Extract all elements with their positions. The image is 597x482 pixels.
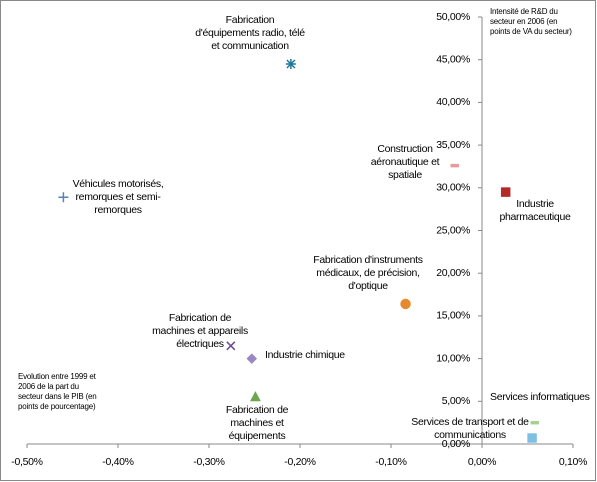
marker [450, 163, 459, 168]
y-tick-label: 45,00% [436, 53, 470, 65]
marker [500, 187, 511, 197]
point-label: Fabrication d'équipements radio, télé et… [195, 14, 305, 52]
x-tick-label: -0,20% [284, 456, 315, 468]
y-tick-label: 30,00% [436, 182, 470, 194]
point-label: Fabrication d'instruments médicaux, de p… [313, 254, 423, 292]
marker [246, 353, 258, 364]
point-label: Industrie chimique [265, 349, 345, 361]
marker [400, 298, 411, 310]
y-axis-label: Intensité de R&D du secteur en 2006 (en … [490, 7, 572, 36]
marker [285, 58, 296, 69]
y-tick-label: 10,00% [436, 352, 470, 364]
x-tick-label: -0,10% [375, 456, 406, 468]
marker [58, 192, 69, 203]
point-label: Services informatiques [490, 391, 590, 403]
x-tick-label: 0,00% [468, 456, 496, 468]
x-axis-label: Evolution entre 1999 et 2006 de la part … [18, 372, 97, 411]
y-tick-label: 50,00% [436, 11, 470, 23]
y-tick-label: 15,00% [436, 310, 470, 322]
point-label: Fabrication de machines et équipements [225, 404, 289, 442]
marker [249, 390, 261, 402]
y-tick-label: 20,00% [436, 267, 470, 279]
x-tick-label: -0,40% [102, 456, 133, 468]
point-label: Construction aéronautique et spatiale [370, 143, 440, 181]
marker [226, 341, 236, 351]
point-label: Fabrication de machines et appareils éle… [152, 312, 248, 350]
y-tick-label: 35,00% [436, 139, 470, 151]
x-tick-label: 0,10% [559, 456, 587, 468]
y-tick-label: 40,00% [436, 96, 470, 108]
marker [530, 420, 540, 425]
x-tick-label: -0,50% [11, 456, 42, 468]
y-tick-label: 5,00% [442, 395, 470, 407]
y-tick-label: 25,00% [436, 224, 470, 236]
y-tick-label: 0,00% [442, 438, 470, 450]
point-label: Véhicules motorisés, remorques et semi-r… [72, 178, 164, 216]
x-tick-label: -0,30% [193, 456, 224, 468]
point-label: Industrie pharmaceutique [499, 198, 571, 223]
marker [527, 433, 537, 443]
point-label: Services de transport et de communicatio… [411, 416, 529, 441]
